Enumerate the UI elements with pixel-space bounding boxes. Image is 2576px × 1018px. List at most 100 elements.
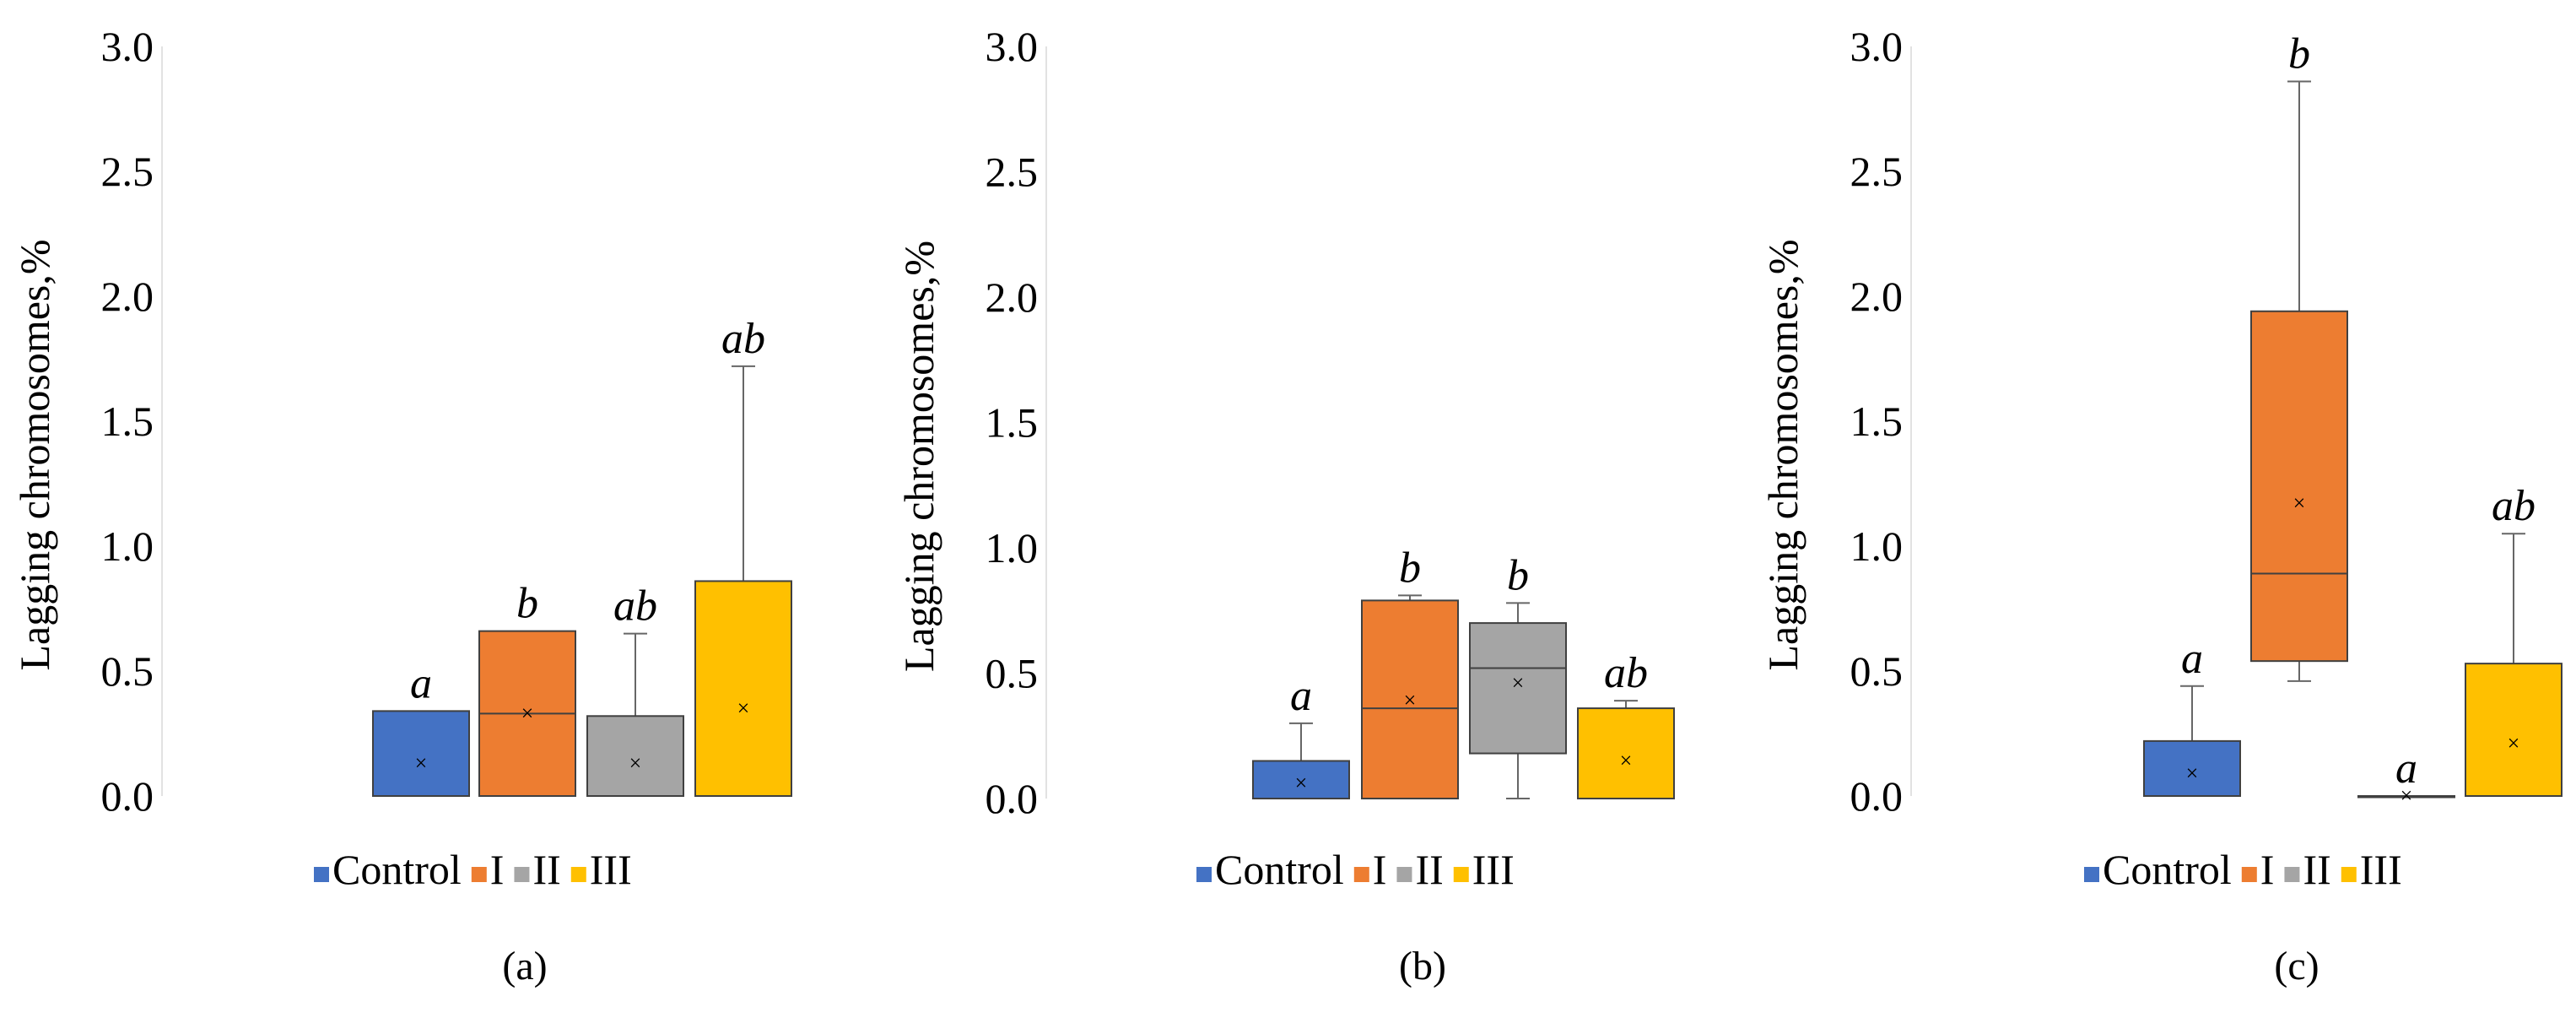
legend: Control I II III [2084, 846, 2402, 893]
box-iii: × ab [2465, 482, 2562, 797]
significance-letter: a [2181, 635, 2203, 683]
mean-marker: × [2186, 761, 2199, 785]
y-tick-label: 2.5 [101, 148, 154, 195]
legend-swatch-ii [2284, 867, 2300, 882]
panel-label: (a) [502, 944, 547, 988]
legend-swatch-ii [1396, 867, 1412, 882]
box-i: ×b [2250, 30, 2348, 682]
box-body [1577, 707, 1675, 800]
legend-label: II [532, 846, 560, 893]
box-iii: × ab [694, 315, 792, 797]
box-control: ×a [372, 659, 470, 797]
y-tick-label: 1.5 [101, 398, 154, 445]
y-tick-label: 2.0 [1850, 273, 1904, 320]
significance-letter: b [2288, 30, 2310, 78]
y-axis-label: Lagging chromosomes,% [1759, 239, 1806, 670]
box-iii: × ab [1577, 649, 1675, 800]
y-tick-label: 3.0 [986, 23, 1039, 70]
legend-label: Control [2103, 846, 2232, 893]
y-tick-label: 0.5 [101, 647, 154, 695]
y-tick-label: 1.5 [986, 399, 1039, 447]
significance-letter: b [516, 580, 538, 628]
box-body [2143, 739, 2241, 798]
box-body [694, 580, 792, 797]
mean-marker: × [1620, 748, 1633, 772]
legend: Control I II III [1196, 846, 1515, 893]
panel-c: 0.0 0.5 1.0 1.5 2.0 2.5 3.0 Lagging chromosomes… [1759, 23, 2562, 988]
legend: Control I II III [314, 846, 632, 893]
box-body [2250, 310, 2348, 663]
significance-letter: ab [613, 582, 657, 631]
y-tick-label: 3.0 [1850, 23, 1904, 70]
y-tick-label: 2.0 [986, 273, 1039, 321]
y-tick-label: 2.0 [101, 273, 154, 320]
significance-letter: ab [721, 315, 765, 363]
y-tick-label: 1.0 [1850, 523, 1904, 570]
significance-letter: ab [1604, 649, 1648, 697]
y-tick-label: 1.0 [101, 523, 154, 570]
y-tick-label: 1.0 [986, 524, 1039, 571]
significance-letter: b [1507, 551, 1529, 599]
panel-a: 0.0 0.5 1.0 1.5 2.0 2.5 3.0 Lagging chromosomes… [11, 23, 792, 988]
significance-letter: a [410, 659, 432, 707]
mean-marker: × [2293, 491, 2306, 516]
box-body [1469, 622, 1567, 755]
legend-label: II [2303, 846, 2330, 893]
legend-label: I [1373, 846, 1387, 893]
legend-swatch-i [471, 867, 487, 882]
panel-b: 0.0 0.5 1.0 1.5 2.0 2.5 3.0 Lagging chromosomes… [895, 23, 1675, 988]
significance-letter: a [2395, 745, 2417, 793]
legend-swatch-iii [570, 867, 586, 882]
mean-marker: × [629, 751, 642, 776]
legend-label: III [590, 846, 632, 893]
legend-label: Control [332, 846, 462, 893]
legend-label: II [1415, 846, 1443, 893]
legend-swatch-ii [514, 867, 530, 882]
y-tick-label: 3.0 [101, 23, 154, 70]
y-tick-label: 1.5 [1850, 398, 1904, 445]
legend-label: I [2260, 846, 2275, 893]
box-body [372, 710, 470, 797]
legend-swatch-control [314, 867, 329, 882]
legend-label: Control [1215, 846, 1344, 893]
mean-marker: × [2400, 783, 2413, 808]
box-body [586, 715, 684, 798]
box-control: ×a [1252, 672, 1350, 800]
box-ii: ×b [1469, 551, 1567, 799]
y-tick-label: 0.0 [986, 775, 1039, 822]
legend-swatch-iii [2341, 867, 2357, 882]
box-body [2357, 795, 2455, 799]
legend-swatch-iii [1453, 867, 1469, 882]
significance-letter: b [1399, 544, 1421, 592]
mean-marker: × [521, 701, 534, 725]
y-tick-label: 0.5 [986, 650, 1039, 697]
box-ii: × ab [586, 582, 684, 798]
mean-marker: × [1404, 688, 1417, 712]
significance-letter: a [1290, 672, 1312, 720]
mean-marker: × [2508, 731, 2520, 755]
box-control: ×a [2143, 635, 2241, 798]
legend-label: III [1472, 846, 1515, 893]
y-tick-label: 0.0 [101, 772, 154, 820]
box-body [1361, 599, 1459, 799]
mean-marker: × [737, 696, 750, 720]
box-i: ×b [478, 580, 576, 798]
box-i: ×b [1361, 544, 1459, 799]
mean-marker: × [1295, 771, 1308, 795]
legend-swatch-i [2241, 867, 2257, 882]
y-axis-label: Lagging chromosomes,% [895, 241, 942, 672]
y-tick-label: 2.5 [986, 149, 1039, 196]
legend-label: III [2360, 846, 2402, 893]
legend-swatch-control [1196, 867, 1212, 882]
significance-letter: ab [2492, 482, 2535, 530]
legend-label: I [490, 846, 505, 893]
y-axis-label: Lagging chromosomes,% [11, 239, 58, 670]
y-tick-label: 0.5 [1850, 647, 1904, 695]
box-ii: ×a [2357, 745, 2455, 808]
y-tick-label: 2.5 [1850, 148, 1904, 195]
panel-label: (c) [2274, 944, 2319, 988]
panel-label: (b) [1399, 944, 1446, 988]
box-body [1252, 760, 1350, 800]
